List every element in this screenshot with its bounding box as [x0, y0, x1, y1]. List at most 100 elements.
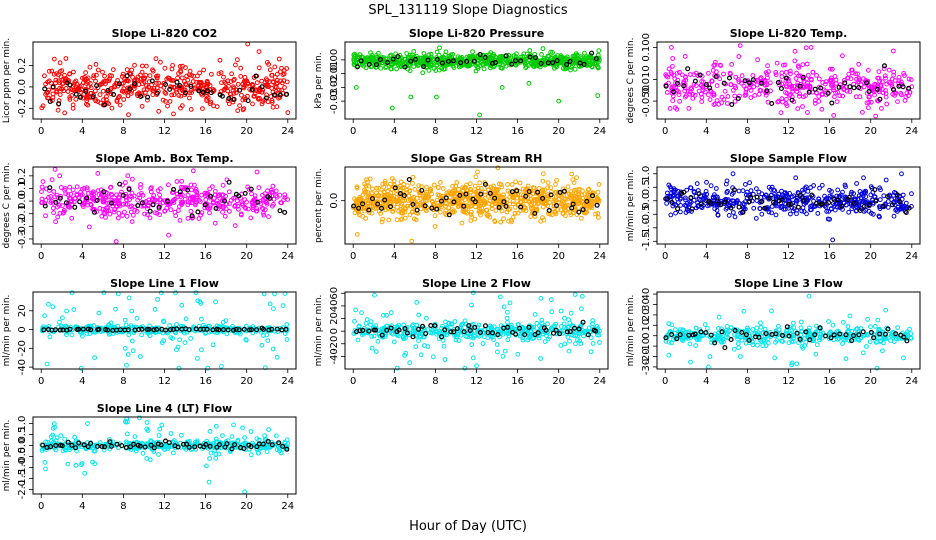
data-point [872, 187, 878, 193]
x-tick-label: 20 [240, 251, 253, 262]
data-point [352, 51, 358, 57]
data-point [572, 66, 578, 72]
data-point [183, 90, 189, 96]
data-point [754, 194, 760, 200]
data-point [594, 202, 600, 208]
data-point [719, 100, 724, 106]
data-point [669, 45, 674, 50]
x-tick-label: 4 [79, 251, 85, 262]
data-point [483, 323, 489, 329]
data-point [535, 63, 541, 69]
data-point [132, 62, 137, 68]
data-point [472, 324, 478, 330]
data-point [416, 338, 421, 344]
data-point [500, 353, 506, 359]
data-point [794, 89, 800, 94]
data-point [42, 86, 48, 92]
data-point [183, 316, 189, 322]
data-point [561, 321, 567, 327]
data-point [147, 208, 153, 214]
data-point [49, 177, 55, 183]
x-tick-label: 16 [199, 251, 212, 262]
data-point [663, 83, 669, 89]
data-point [670, 56, 676, 61]
data-point [889, 76, 895, 82]
data-point [259, 101, 265, 107]
data-point [736, 77, 741, 82]
y-tick-label: -0.02 [329, 74, 340, 100]
data-point [238, 65, 244, 71]
data-point [226, 189, 232, 195]
data-point [98, 100, 103, 106]
data-point [171, 85, 177, 90]
data-point [351, 52, 357, 58]
data-point [724, 324, 730, 329]
data-point [868, 99, 874, 105]
data-point [62, 72, 67, 78]
data-point [548, 192, 554, 198]
data-point [146, 79, 152, 85]
data-point [568, 310, 574, 316]
data-point [797, 83, 803, 89]
panel-title: Slope Li-820 CO2 [112, 27, 218, 40]
data-point [410, 174, 416, 180]
data-point [451, 58, 457, 64]
data-point [388, 204, 394, 210]
data-point [147, 215, 153, 221]
data-point [366, 61, 372, 67]
data-point [207, 210, 212, 216]
data-point [360, 192, 366, 198]
data-point [783, 70, 789, 75]
x-tick-label: 8 [744, 251, 750, 262]
y-tick-label: 0.2 [17, 58, 28, 74]
data-point [403, 206, 409, 212]
data-point [495, 165, 501, 171]
data-point [750, 77, 756, 83]
data-point [825, 90, 831, 96]
data-point [184, 185, 190, 191]
y-axis-label: ml/min per min. [2, 295, 12, 367]
data-point [550, 60, 556, 66]
data-point [145, 212, 150, 218]
panel-temp: Slope Li-820 Temp.degrees C per min.0 4 8 1… [626, 27, 921, 137]
plot-frame [32, 166, 297, 245]
data-point [512, 211, 518, 216]
data-point [754, 82, 760, 88]
data-point [765, 63, 770, 69]
x-tick-label: 20 [240, 126, 253, 137]
data-point [252, 193, 258, 199]
data-point [541, 62, 547, 67]
data-point [881, 66, 887, 72]
data-point [137, 354, 143, 359]
data-point [198, 82, 204, 88]
x-tick-label: 24 [905, 126, 918, 137]
data-point [816, 99, 822, 104]
data-point [593, 211, 598, 217]
panel-title: Slope Li-820 Temp. [730, 27, 848, 40]
data-point [49, 198, 54, 204]
series-reference [42, 179, 288, 219]
y-tick-label: 40 [641, 288, 652, 301]
data-point [267, 79, 272, 85]
data-point [259, 84, 265, 90]
data-point [540, 215, 545, 221]
data-point [94, 72, 99, 78]
data-point [473, 63, 479, 69]
data-point [47, 185, 53, 191]
data-point [792, 48, 798, 54]
data-point [856, 75, 862, 81]
data-point [157, 192, 163, 198]
data-point [802, 84, 807, 90]
data-point [39, 189, 44, 195]
data-point [109, 200, 115, 206]
data-point [398, 61, 403, 67]
data-point [812, 86, 818, 92]
data-point [363, 65, 369, 71]
data-point [284, 322, 290, 327]
data-point [779, 74, 785, 80]
data-point [890, 48, 896, 54]
data-point [267, 301, 273, 307]
data-point [515, 351, 521, 357]
data-point [195, 73, 200, 79]
data-point [129, 190, 135, 196]
